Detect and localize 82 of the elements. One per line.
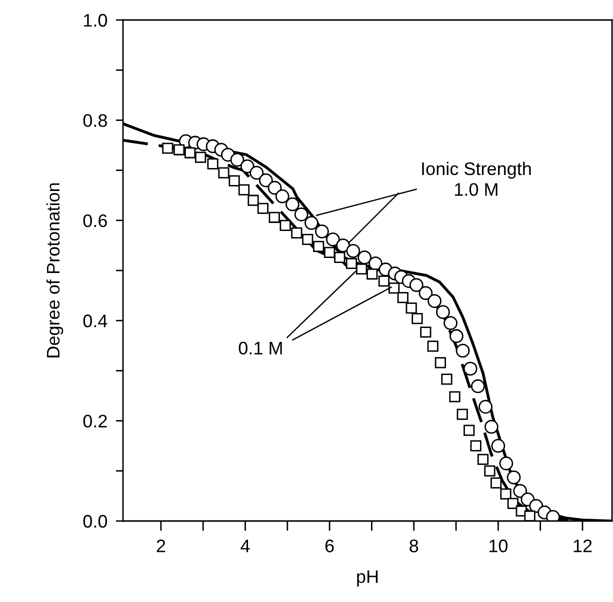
- point: [444, 316, 458, 330]
- y-tick-label: 0.2: [83, 414, 107, 428]
- point: [428, 294, 442, 308]
- point: [499, 456, 514, 470]
- point: [506, 470, 521, 484]
- point: [409, 278, 424, 292]
- point: [513, 484, 528, 498]
- point: [230, 152, 244, 167]
- y-axis-title: Degree of Protonation: [46, 183, 64, 358]
- point: [218, 167, 230, 178]
- point: [464, 424, 475, 436]
- x-tick-label: 10: [490, 540, 508, 552]
- point: [418, 286, 433, 300]
- point: [334, 252, 346, 264]
- point: [477, 454, 489, 465]
- point: [436, 305, 450, 320]
- point: [302, 234, 314, 245]
- point: [324, 246, 336, 258]
- point: [507, 498, 518, 510]
- point: [291, 227, 302, 238]
- point: [162, 142, 174, 154]
- point: [434, 357, 446, 368]
- point: [248, 194, 259, 206]
- point: [258, 173, 273, 188]
- point: [406, 302, 417, 314]
- annotation: Ionic Strength 1.0 M: [422, 162, 531, 196]
- point: [427, 340, 438, 352]
- point: [174, 144, 185, 156]
- point: [524, 510, 536, 521]
- point: [195, 152, 206, 163]
- point: [268, 212, 280, 223]
- point: [280, 220, 291, 231]
- point: [346, 244, 360, 258]
- point: [304, 216, 318, 230]
- y-tick-label: 0.0: [83, 514, 108, 528]
- point: [412, 313, 423, 324]
- point: [490, 477, 502, 488]
- point: [313, 240, 324, 252]
- point: [449, 391, 460, 402]
- point: [228, 175, 240, 186]
- point: [346, 258, 358, 270]
- y-tick-label: 1.0: [84, 14, 108, 27]
- point: [286, 197, 300, 212]
- point: [238, 184, 250, 196]
- point: [500, 488, 512, 500]
- point: [471, 379, 485, 394]
- point: [456, 344, 470, 358]
- point: [326, 232, 340, 246]
- point: [491, 438, 506, 453]
- y-tick-label: 0.8: [83, 114, 107, 127]
- point: [420, 326, 432, 338]
- point: [257, 202, 269, 214]
- point: [378, 275, 390, 287]
- point: [356, 263, 368, 275]
- point: [315, 224, 329, 238]
- point: [366, 268, 378, 280]
- annotation: 0.1 M: [238, 342, 282, 355]
- point: [441, 374, 452, 385]
- x-tick-label: 6: [325, 540, 334, 552]
- point: [450, 329, 464, 344]
- point: [397, 292, 408, 304]
- point: [388, 282, 400, 294]
- point: [463, 362, 478, 376]
- point: [456, 408, 468, 420]
- point: [268, 180, 282, 195]
- point: [484, 465, 496, 476]
- point: [250, 166, 264, 180]
- point: [478, 400, 492, 414]
- point: [294, 207, 308, 222]
- point: [470, 440, 482, 452]
- point: [275, 189, 290, 204]
- x-tick-label: 4: [240, 540, 250, 552]
- x-axis-title: pH: [357, 570, 378, 587]
- y-tick-label: 0.4: [83, 314, 108, 328]
- x-tick-label: 12: [574, 540, 592, 552]
- x-tick-label: 8: [410, 540, 418, 552]
- point: [358, 250, 372, 264]
- y-tick-label: 0.6: [83, 214, 107, 228]
- x-tick-label: 2: [156, 540, 166, 552]
- point: [207, 158, 218, 170]
- point: [484, 420, 498, 434]
- point: [184, 147, 196, 158]
